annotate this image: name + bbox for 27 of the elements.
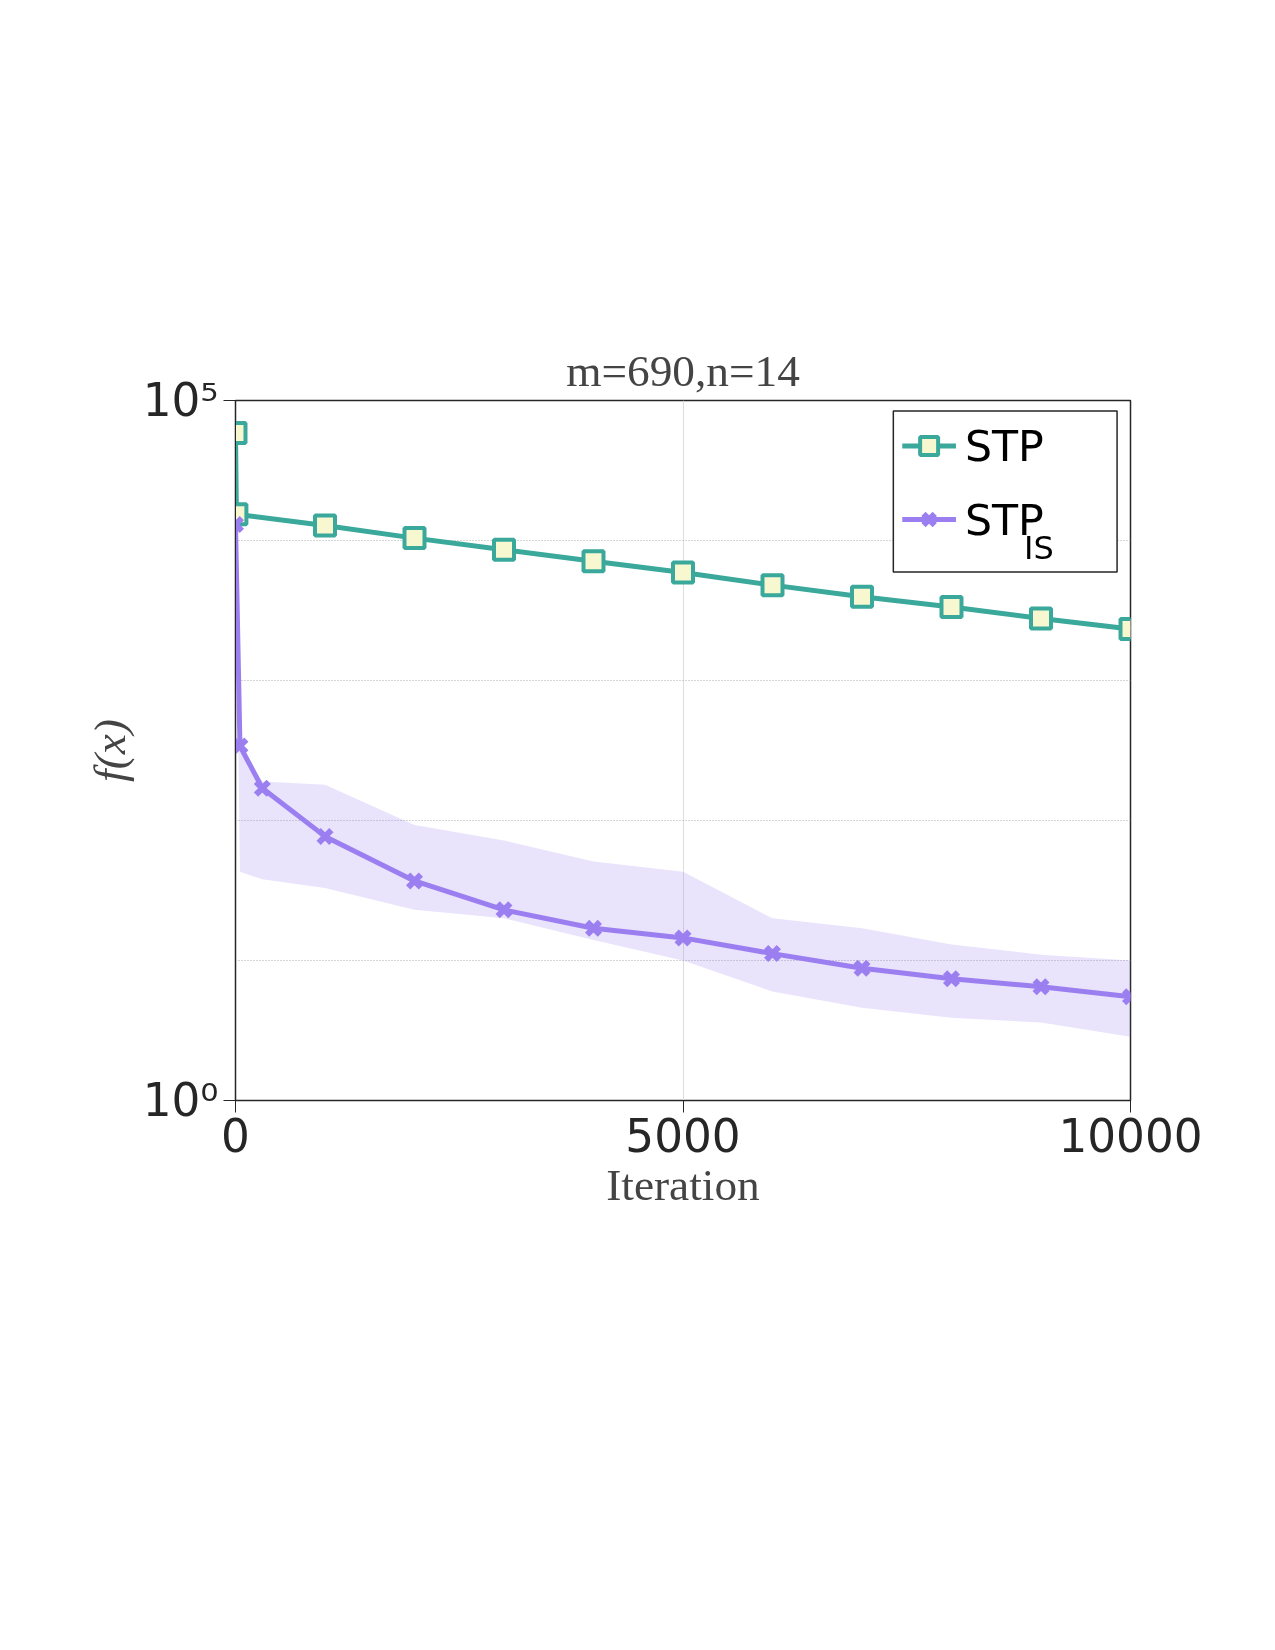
point xyxy=(1031,977,1051,997)
y-tick-label: 10⁰ xyxy=(142,1074,219,1127)
point xyxy=(492,537,516,562)
y-axis-title: f(x) xyxy=(84,719,135,782)
point xyxy=(763,944,782,963)
point xyxy=(402,526,427,551)
point xyxy=(939,594,964,619)
legend-label: STPIS xyxy=(964,494,1054,567)
point xyxy=(673,928,693,948)
point xyxy=(494,900,514,920)
point xyxy=(671,560,695,585)
point xyxy=(852,958,872,978)
point xyxy=(760,573,785,598)
point xyxy=(315,827,335,846)
y-tick-label: 10⁵ xyxy=(142,374,219,427)
point xyxy=(942,969,961,989)
point xyxy=(1029,606,1053,631)
point xyxy=(581,549,606,574)
x-tick-label: 10000 xyxy=(1058,1109,1203,1163)
point xyxy=(850,584,874,609)
chart-title: m=690,n=14 xyxy=(566,345,800,396)
x-tick-label: 0 xyxy=(221,1109,250,1163)
point xyxy=(313,513,337,538)
point xyxy=(405,871,424,891)
point xyxy=(584,918,603,938)
point xyxy=(252,778,272,798)
legend-label: STP xyxy=(964,421,1044,471)
